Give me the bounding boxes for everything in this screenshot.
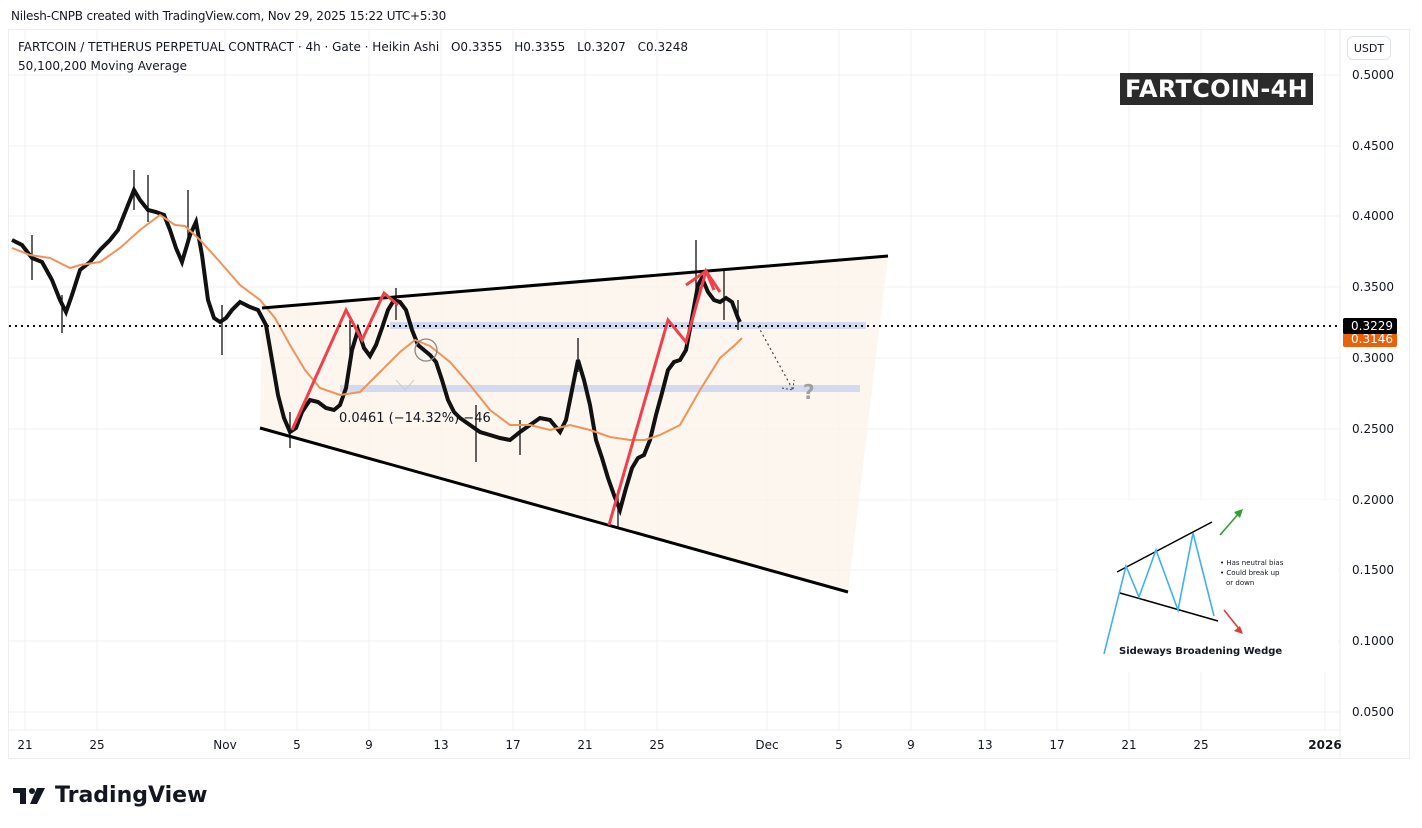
currency-button[interactable]: USDT [1347, 36, 1391, 60]
x-tick: Dec [755, 738, 779, 752]
x-tick: 13 [433, 738, 449, 752]
x-tick: 21 [17, 738, 33, 752]
x-tick: 5 [293, 738, 301, 752]
x-tick: 21 [1121, 738, 1137, 752]
x-tick: 2026 [1308, 738, 1342, 752]
attribution-text: Nilesh-CNPB created with TradingView.com… [11, 9, 446, 23]
x-tick: 13 [977, 738, 993, 752]
y-tick: 0.2500 [1352, 422, 1394, 436]
ma-price-tag: 0.3146 [1343, 331, 1397, 347]
last-price-tag: 0.3229 [1343, 318, 1397, 334]
legend-low: L0.3207 [577, 40, 626, 54]
x-tick: 5 [835, 738, 843, 752]
x-tick: 25 [1193, 738, 1209, 752]
upper-trendline [261, 254, 889, 310]
x-tick: 17 [505, 738, 521, 752]
y-tick: 0.5000 [1352, 68, 1394, 82]
inset-caption: Sideways Broadening Wedge [1119, 646, 1283, 657]
legend-indicator[interactable]: 50,100,200 Moving Average [18, 59, 187, 73]
legend-high: H0.3355 [514, 40, 566, 54]
y-tick: 0.4500 [1352, 139, 1394, 153]
y-tick: 0.3500 [1352, 280, 1394, 294]
x-tick: 25 [649, 738, 665, 752]
legend-symbol-row: FARTCOIN / TETHERUS PERPETUAL CONTRACT ·… [18, 38, 696, 57]
tradingview-brand: TradingView [55, 783, 208, 808]
x-tick: 9 [907, 738, 915, 752]
y-tick: 0.1000 [1352, 634, 1394, 648]
x-tick: 17 [1049, 738, 1065, 752]
heikin-ashi-candles [11, 170, 742, 528]
y-tick: 0.3000 [1352, 351, 1394, 365]
chart-legend: FARTCOIN / TETHERUS PERPETUAL CONTRACT ·… [18, 38, 696, 76]
bullish-zigzag-1 [290, 290, 399, 431]
support-zone-lower [340, 385, 860, 392]
chart-frame [8, 29, 1410, 759]
x-tick: Nov [213, 738, 237, 752]
y-tick: 0.2000 [1352, 493, 1394, 507]
x-tick: 21 [577, 738, 593, 752]
legend-close: C0.3248 [637, 40, 688, 54]
circle-marker [414, 338, 438, 362]
broadening-wedge-inset [1058, 500, 1338, 672]
y-tick: 0.0500 [1352, 705, 1394, 719]
x-tick: 9 [365, 738, 373, 752]
y-tick: 0.1500 [1352, 563, 1394, 577]
question-mark: ? [803, 380, 815, 404]
lower-trendline [259, 426, 849, 594]
x-tick: 25 [89, 738, 105, 752]
y-tick: 0.4000 [1352, 209, 1394, 223]
bullish-arrowhead [685, 268, 716, 291]
projection-path [757, 325, 794, 391]
bullish-zigzag-2 [607, 267, 722, 526]
tradingview-logo-icon [13, 787, 45, 804]
inset-bullets: • Has neutral bias • Could break up or d… [1220, 559, 1284, 587]
measure-label: 0.0461 (−14.32%) −46 [339, 411, 491, 426]
title-badge: FARTCOIN-4H [1120, 73, 1314, 105]
legend-symbol[interactable]: FARTCOIN / TETHERUS PERPETUAL CONTRACT ·… [18, 40, 440, 54]
legend-open: O0.3355 [450, 40, 503, 54]
tradingview-logo[interactable]: TradingView [13, 783, 207, 808]
